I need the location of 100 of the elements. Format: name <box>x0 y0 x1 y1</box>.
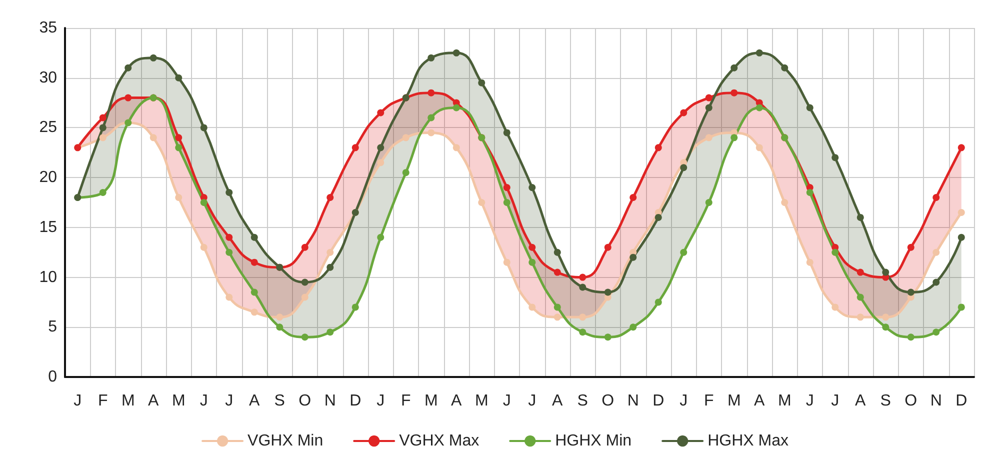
y-tick-label: 30 <box>39 69 58 86</box>
y-tick-label: 0 <box>48 368 58 386</box>
point <box>579 328 586 336</box>
point <box>99 114 106 122</box>
point <box>932 278 940 286</box>
y-tick-label: 10 <box>39 268 58 286</box>
point <box>226 248 233 256</box>
x-tick-label: M <box>727 392 741 410</box>
x-tick-label: J <box>806 392 814 410</box>
point <box>377 109 384 116</box>
point <box>478 199 486 206</box>
x-tick-label: A <box>552 392 564 410</box>
x-tick-label: J <box>74 392 82 410</box>
x-tick-label: M <box>778 392 792 410</box>
point <box>680 164 688 172</box>
point <box>654 298 662 306</box>
point <box>326 194 334 202</box>
point <box>958 208 965 216</box>
x-tick-label: D <box>652 392 664 410</box>
point <box>528 304 536 311</box>
point <box>503 258 510 266</box>
point <box>630 254 637 261</box>
x-tick-label: J <box>680 392 688 410</box>
point <box>856 294 864 301</box>
point <box>150 134 157 142</box>
point <box>452 144 460 152</box>
point <box>276 314 284 321</box>
point <box>301 334 308 341</box>
point <box>301 294 308 301</box>
point <box>554 268 561 276</box>
point <box>705 134 712 142</box>
point <box>428 54 435 62</box>
x-tick-label: A <box>855 392 866 410</box>
point <box>452 104 460 112</box>
point <box>756 104 763 112</box>
point <box>730 89 738 96</box>
y-tick-label: 25 <box>39 119 58 136</box>
x-tick-label: M <box>121 392 135 410</box>
point <box>200 199 208 206</box>
x-tick-label: A <box>148 392 160 410</box>
point <box>377 234 384 241</box>
point <box>554 304 561 311</box>
x-tick-label: S <box>880 392 891 410</box>
y-tick-label: 35 <box>39 20 58 36</box>
point <box>630 324 637 331</box>
point <box>579 314 586 321</box>
y-tick-label: 5 <box>48 318 58 336</box>
point <box>907 334 914 341</box>
point <box>124 94 132 102</box>
x-tick-label: N <box>930 392 942 410</box>
x-tick-label: J <box>225 392 234 410</box>
x-tick-label: D <box>350 392 362 410</box>
point <box>528 258 536 266</box>
point <box>175 194 182 202</box>
point <box>932 248 940 256</box>
point <box>301 244 308 251</box>
x-tick-label: S <box>274 392 285 410</box>
point <box>705 94 712 102</box>
point <box>226 234 233 241</box>
x-tick-label: J <box>502 392 511 410</box>
x-tick-label: S <box>577 392 588 410</box>
point <box>907 288 914 296</box>
x-tick-label: M <box>474 392 488 410</box>
point <box>579 284 586 291</box>
x-tick-label: N <box>324 392 336 410</box>
point <box>452 49 460 56</box>
point <box>402 169 410 176</box>
point <box>250 234 258 241</box>
point <box>832 304 839 311</box>
x-tick-label: N <box>627 392 639 410</box>
x-tick-label: O <box>298 392 312 410</box>
point <box>428 114 435 122</box>
point <box>402 134 410 142</box>
x-tick-label: O <box>602 392 614 410</box>
point <box>604 334 612 341</box>
point <box>705 199 712 206</box>
point <box>175 74 182 82</box>
point <box>352 144 359 152</box>
x-tick-label: F <box>704 392 714 410</box>
point <box>856 314 864 321</box>
point <box>856 214 864 221</box>
point <box>250 308 258 316</box>
point <box>730 134 738 142</box>
point <box>326 248 334 256</box>
point <box>175 134 182 142</box>
point <box>705 104 712 112</box>
point <box>932 328 940 336</box>
point <box>630 194 637 202</box>
point <box>932 194 940 202</box>
legend-label: VGHX Max <box>399 432 480 450</box>
point <box>226 189 233 196</box>
point <box>428 129 435 136</box>
point <box>276 324 284 331</box>
y-tick-label: 20 <box>39 169 58 186</box>
x-tick-label: J <box>376 392 385 410</box>
x-tick-label: J <box>831 392 840 410</box>
point <box>478 79 486 86</box>
x-tick-label: O <box>904 392 918 410</box>
point <box>756 49 763 56</box>
point <box>680 109 688 116</box>
